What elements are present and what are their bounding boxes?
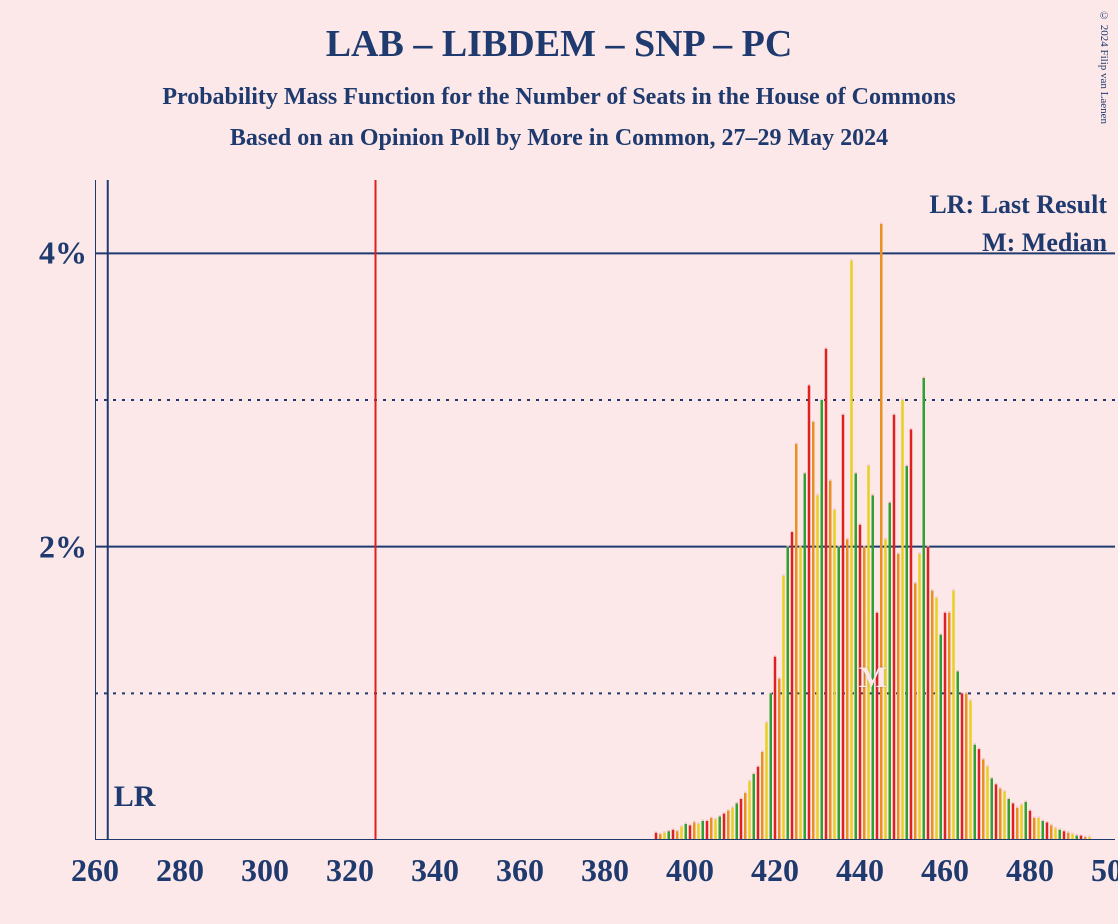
x-tick-label: 260	[71, 852, 119, 889]
chart-subtitle-2: Based on an Opinion Poll by More in Comm…	[0, 125, 1118, 152]
x-tick-label: 380	[581, 852, 629, 889]
copyright-text: © 2024 Filip van Laenen	[1098, 10, 1110, 124]
x-tick-label: 420	[751, 852, 799, 889]
y-tick-label: 4%	[39, 235, 87, 272]
lr-marker-label: LR	[114, 780, 156, 814]
x-tick-label: 360	[496, 852, 544, 889]
legend-lr: LR: Last Result	[929, 190, 1107, 220]
x-tick-label: 280	[156, 852, 204, 889]
x-tick-label: 460	[921, 852, 969, 889]
y-tick-label: 2%	[39, 528, 87, 565]
chart-title: LAB – LIBDEM – SNP – PC	[0, 0, 1118, 66]
chart-subtitle-1: Probability Mass Function for the Number…	[0, 84, 1118, 111]
legend-m: M: Median	[982, 228, 1107, 258]
x-tick-label: 300	[241, 852, 289, 889]
x-tick-label: 340	[411, 852, 459, 889]
x-tick-label: 480	[1006, 852, 1054, 889]
x-tick-label: 320	[326, 852, 374, 889]
chart-area: 2%4% 26028030032034036038040042044046048…	[95, 180, 1115, 840]
median-marker-label: M	[859, 661, 887, 695]
x-tick-label: 500	[1091, 852, 1118, 889]
chart-svg	[95, 180, 1115, 840]
x-tick-label: 440	[836, 852, 884, 889]
x-tick-label: 400	[666, 852, 714, 889]
